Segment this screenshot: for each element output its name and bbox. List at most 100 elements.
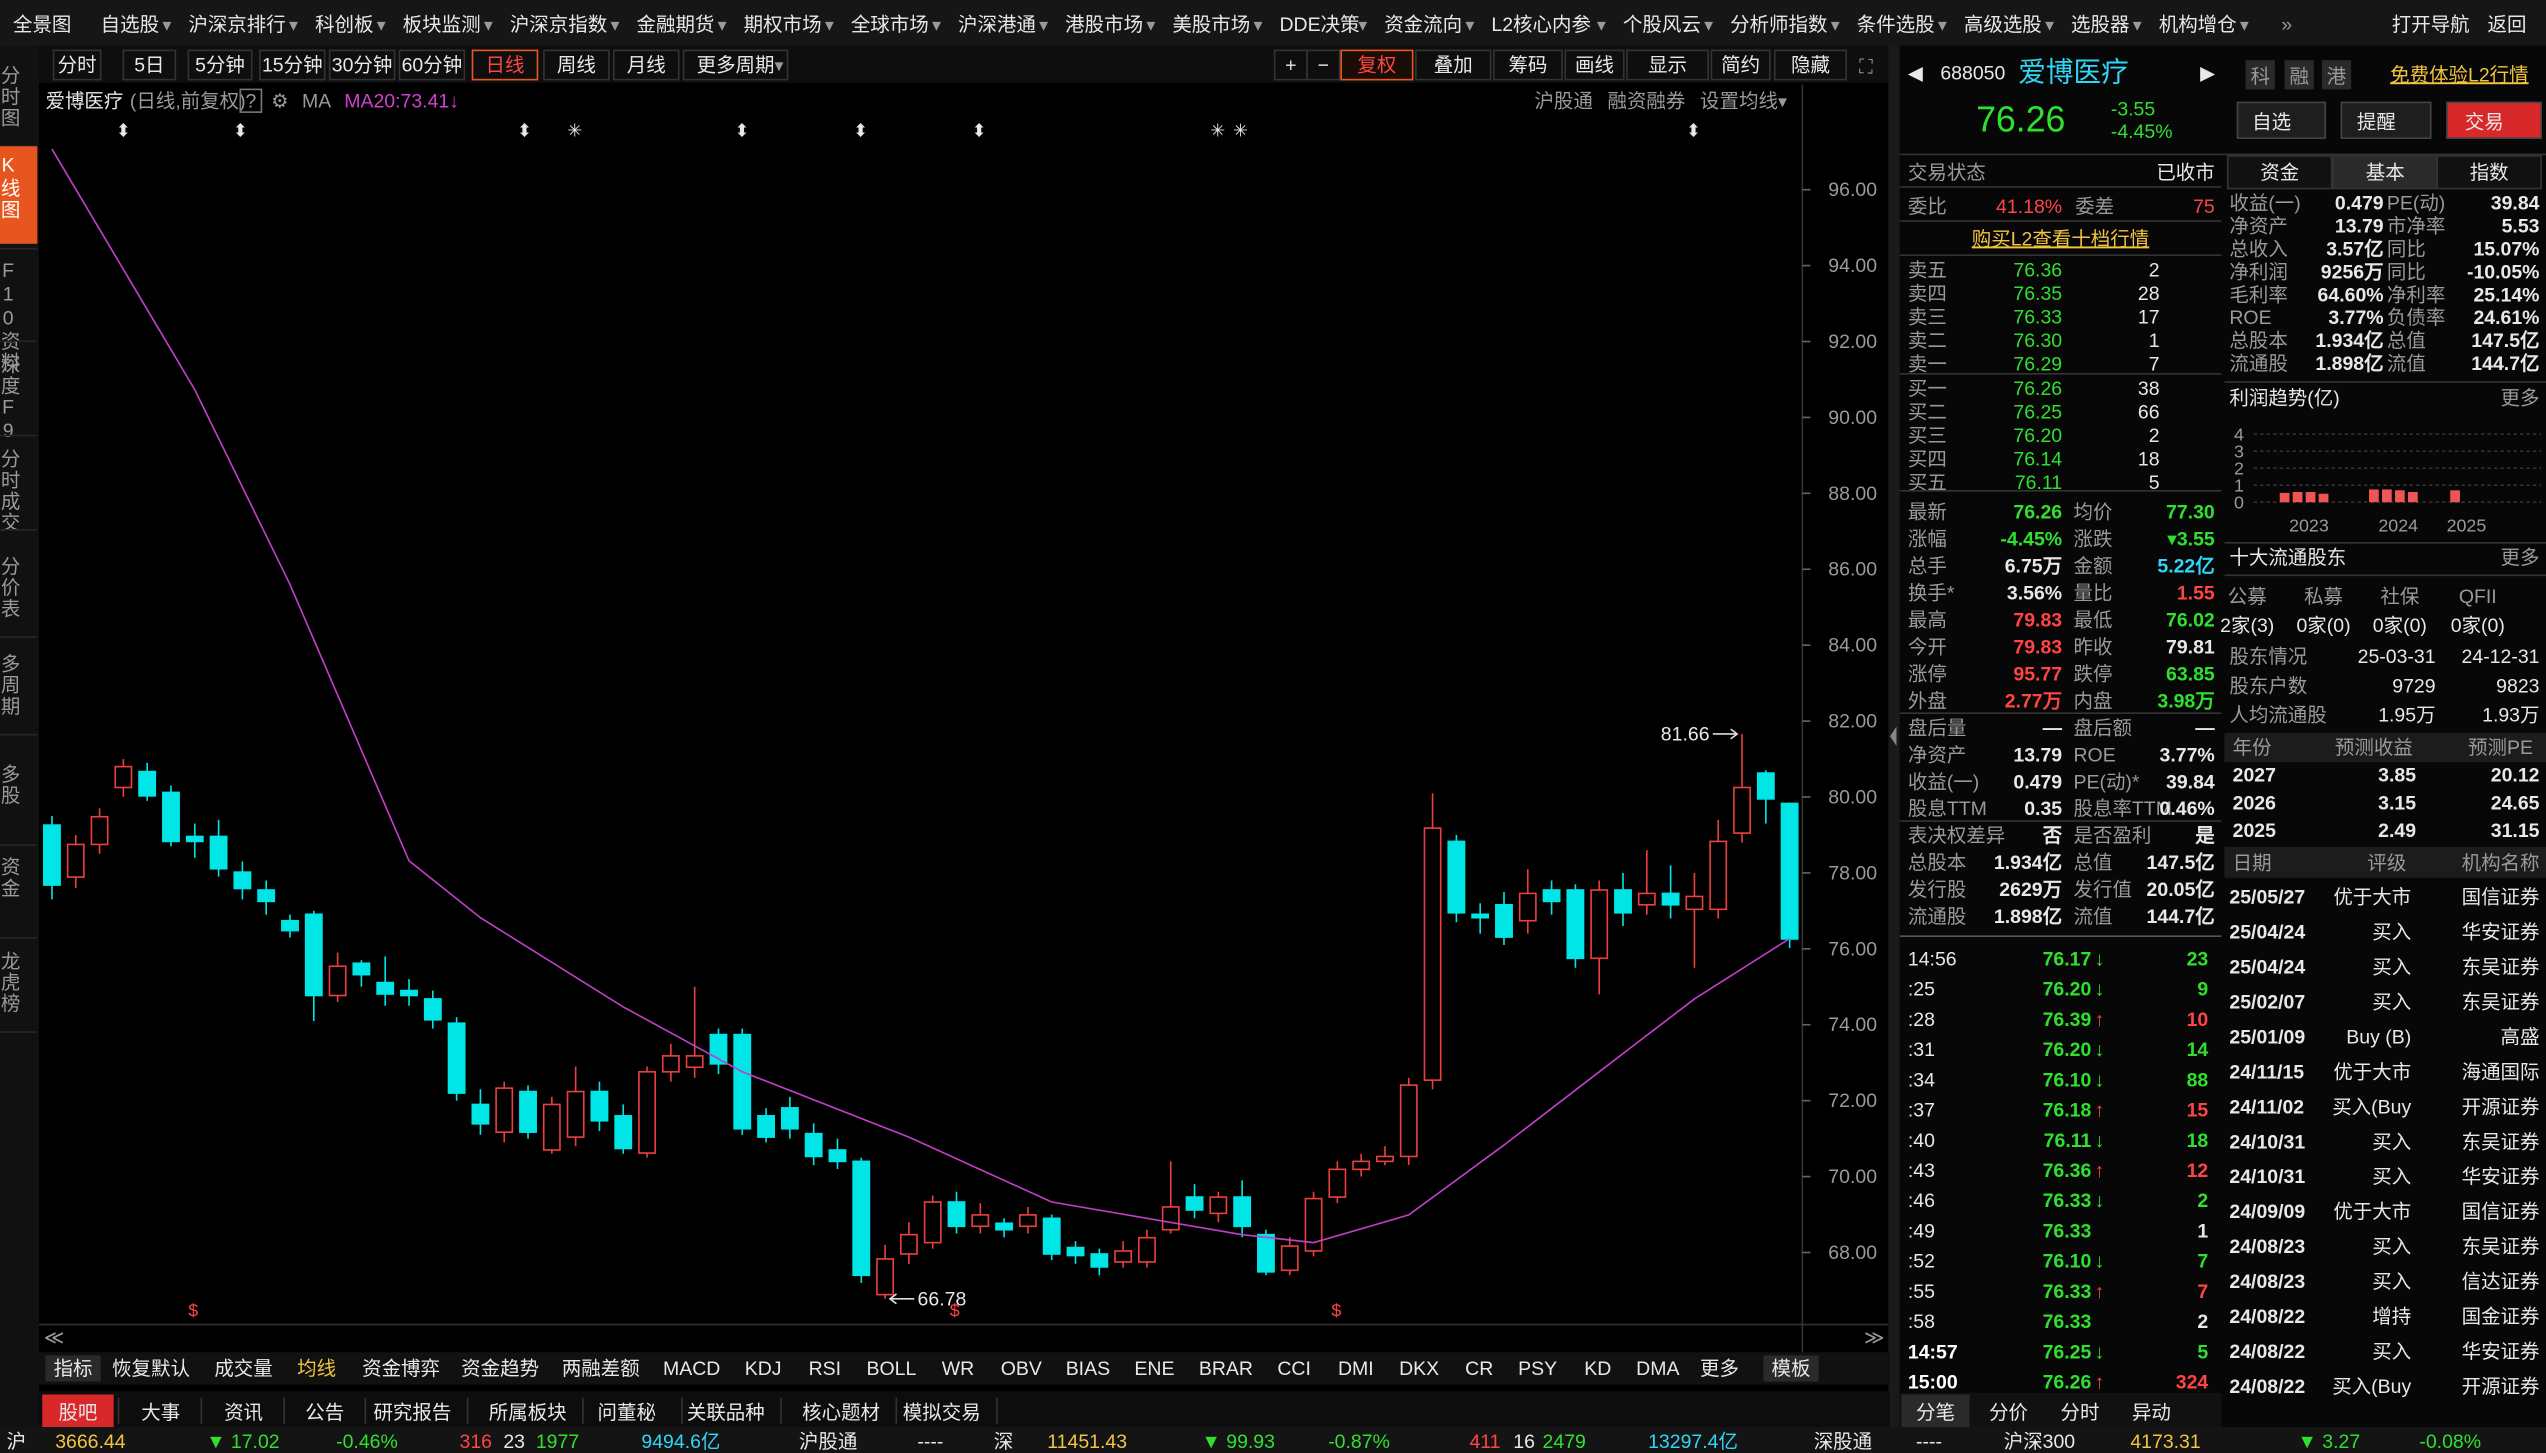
indicator-tab[interactable]: KDJ — [745, 1358, 782, 1380]
indicator-tab[interactable]: 恢复默认 — [112, 1358, 190, 1380]
menu-item[interactable]: 板块监测 — [403, 14, 481, 36]
info-tab[interactable]: 公告 — [305, 1402, 344, 1424]
info-tab[interactable]: 资金 — [2260, 162, 2299, 184]
indicator-tab[interactable]: 均线 — [297, 1358, 336, 1380]
l2-link[interactable]: 购买L2查看十档行情 — [1972, 228, 2149, 250]
period-button[interactable] — [471, 49, 539, 81]
menu-item[interactable]: 个股风云 — [1623, 14, 1701, 36]
sidebar-tab[interactable]: K线图 — [0, 154, 20, 220]
menu-item[interactable]: 高级选股 — [1964, 14, 2042, 36]
period-label[interactable]: 分时 — [58, 55, 97, 77]
menu-item[interactable]: 返回 — [2488, 14, 2527, 36]
menu-item[interactable]: 金融期货 — [637, 14, 715, 36]
period-label[interactable]: 5分钟 — [195, 55, 245, 77]
sidebar-tab[interactable]: 分价表 — [0, 556, 20, 619]
tool-button[interactable] — [1306, 49, 1341, 81]
indicator-tab[interactable]: WR — [942, 1358, 974, 1380]
indicator-tab[interactable]: 更多 — [1700, 1358, 1739, 1380]
indicator-tab[interactable]: BRAR — [1199, 1358, 1253, 1380]
indicator-tab[interactable]: BIAS — [1066, 1358, 1110, 1380]
info-tab[interactable]: 核心题材 — [802, 1402, 880, 1424]
period-label[interactable]: 60分钟 — [402, 55, 463, 77]
info-tab[interactable]: 所属板块 — [489, 1402, 567, 1424]
menu-item[interactable]: 美股市场 — [1172, 14, 1250, 36]
tool-button[interactable] — [1415, 49, 1492, 81]
period-button[interactable] — [328, 49, 396, 81]
menu-item[interactable]: 打开导航 — [2392, 14, 2470, 36]
period-button[interactable] — [612, 49, 680, 81]
info-tab[interactable]: 指数 — [2470, 162, 2509, 184]
indicator-tab[interactable]: CCI — [1277, 1358, 1311, 1380]
sidebar-tab[interactable]: F10资料 — [0, 260, 20, 373]
tool-button[interactable] — [1493, 49, 1563, 81]
tool-button[interactable] — [1710, 49, 1771, 81]
tool-button[interactable] — [1564, 49, 1625, 81]
tool-button[interactable] — [1340, 49, 1414, 81]
menu-item[interactable]: 全景图 — [13, 14, 71, 36]
tool-label[interactable]: 复权 — [1357, 55, 1396, 77]
period-button[interactable] — [122, 49, 177, 81]
button-label[interactable]: 交易 — [2465, 111, 2504, 133]
indicator-tab[interactable]: CR — [1465, 1358, 1493, 1380]
sidebar-tab[interactable]: 分时图 — [0, 65, 20, 128]
tool-button[interactable] — [1626, 49, 1709, 81]
period-label[interactable]: 更多周期 — [697, 55, 775, 77]
indicator-tab[interactable]: 成交量 — [214, 1358, 272, 1380]
button[interactable] — [2236, 101, 2326, 139]
info-tab[interactable]: 研究报告 — [373, 1402, 451, 1424]
chart-link[interactable]: 沪股通 — [1534, 90, 1592, 112]
info-tab[interactable]: 模拟交易 — [903, 1402, 981, 1424]
period-label[interactable]: 5日 — [134, 55, 164, 77]
menu-item[interactable]: DDE决策 — [1279, 14, 1359, 36]
tool-label[interactable]: 隐藏 — [1791, 55, 1830, 77]
menu-item[interactable]: 条件选股 — [1857, 14, 1935, 36]
indicator-tab[interactable]: KD — [1584, 1358, 1611, 1380]
info-tab[interactable]: 大事 — [141, 1402, 180, 1424]
tool-label[interactable]: 显示 — [1648, 55, 1687, 77]
sidebar-tab[interactable]: 深度F9 — [0, 354, 20, 444]
menu-item[interactable]: 沪深港通 — [958, 14, 1036, 36]
indicator-tab[interactable]: 资金博弈 — [362, 1358, 440, 1380]
info-tab[interactable]: 基本 — [2366, 162, 2405, 184]
period-label[interactable]: 30分钟 — [332, 55, 393, 77]
tool-label[interactable]: 简约 — [1721, 55, 1760, 77]
info-tab[interactable]: 关联品种 — [687, 1402, 765, 1424]
indicator-tab[interactable]: DMI — [1338, 1358, 1374, 1380]
more-link[interactable]: 更多 — [2501, 388, 2540, 410]
sidebar-tab[interactable]: 多股 — [0, 764, 20, 806]
sidebar-tab[interactable]: 资金 — [0, 857, 20, 899]
quote-tab[interactable]: 异动 — [2132, 1402, 2171, 1424]
menu-item[interactable]: 资金流向 — [1384, 14, 1462, 36]
menu-item[interactable]: 沪深京排行 — [188, 14, 285, 36]
menu-item[interactable]: L2核心内参 — [1491, 14, 1591, 36]
indicator-tab[interactable]: PSY — [1518, 1358, 1557, 1380]
more-link[interactable]: 更多 — [2501, 547, 2540, 569]
sidebar-tab[interactable]: 多周期 — [0, 653, 20, 716]
quote-tab[interactable]: 分时 — [2061, 1402, 2100, 1424]
period-label[interactable]: 日线 — [486, 55, 525, 77]
period-button[interactable] — [52, 49, 102, 81]
menu-item[interactable]: 港股市场 — [1065, 14, 1143, 36]
quote-tab[interactable]: 分笔 — [1916, 1402, 1955, 1424]
indicator-tab[interactable]: RSI — [809, 1358, 841, 1380]
indicator-tab[interactable]: DMA — [1636, 1358, 1679, 1380]
tool-button[interactable] — [1773, 49, 1847, 81]
menu-item[interactable]: 期权市场 — [744, 14, 822, 36]
indicator-tab[interactable]: DKX — [1399, 1358, 1439, 1380]
indicator-tab[interactable]: 资金趋势 — [461, 1358, 539, 1380]
info-tab[interactable]: 资讯 — [224, 1402, 263, 1424]
info-tab[interactable]: 股吧 — [58, 1402, 97, 1424]
menu-item[interactable]: 全球市场 — [851, 14, 929, 36]
menu-item[interactable]: 科创板 — [315, 14, 373, 36]
menu-item[interactable]: 自选股 — [101, 14, 159, 36]
indicator-tab[interactable]: 指标 — [54, 1358, 93, 1380]
period-label[interactable]: 15分钟 — [262, 55, 323, 77]
period-button[interactable] — [398, 49, 466, 81]
indicator-tab[interactable]: 两融差额 — [562, 1358, 640, 1380]
period-label[interactable]: 周线 — [557, 55, 596, 77]
indicator-tab[interactable]: MACD — [663, 1358, 720, 1380]
chart-link[interactable]: 设置均线 — [1700, 90, 1778, 112]
indicator-tab[interactable]: BOLL — [867, 1358, 917, 1380]
chart-link[interactable]: 融资融券 — [1607, 90, 1685, 112]
button[interactable] — [2340, 101, 2432, 139]
